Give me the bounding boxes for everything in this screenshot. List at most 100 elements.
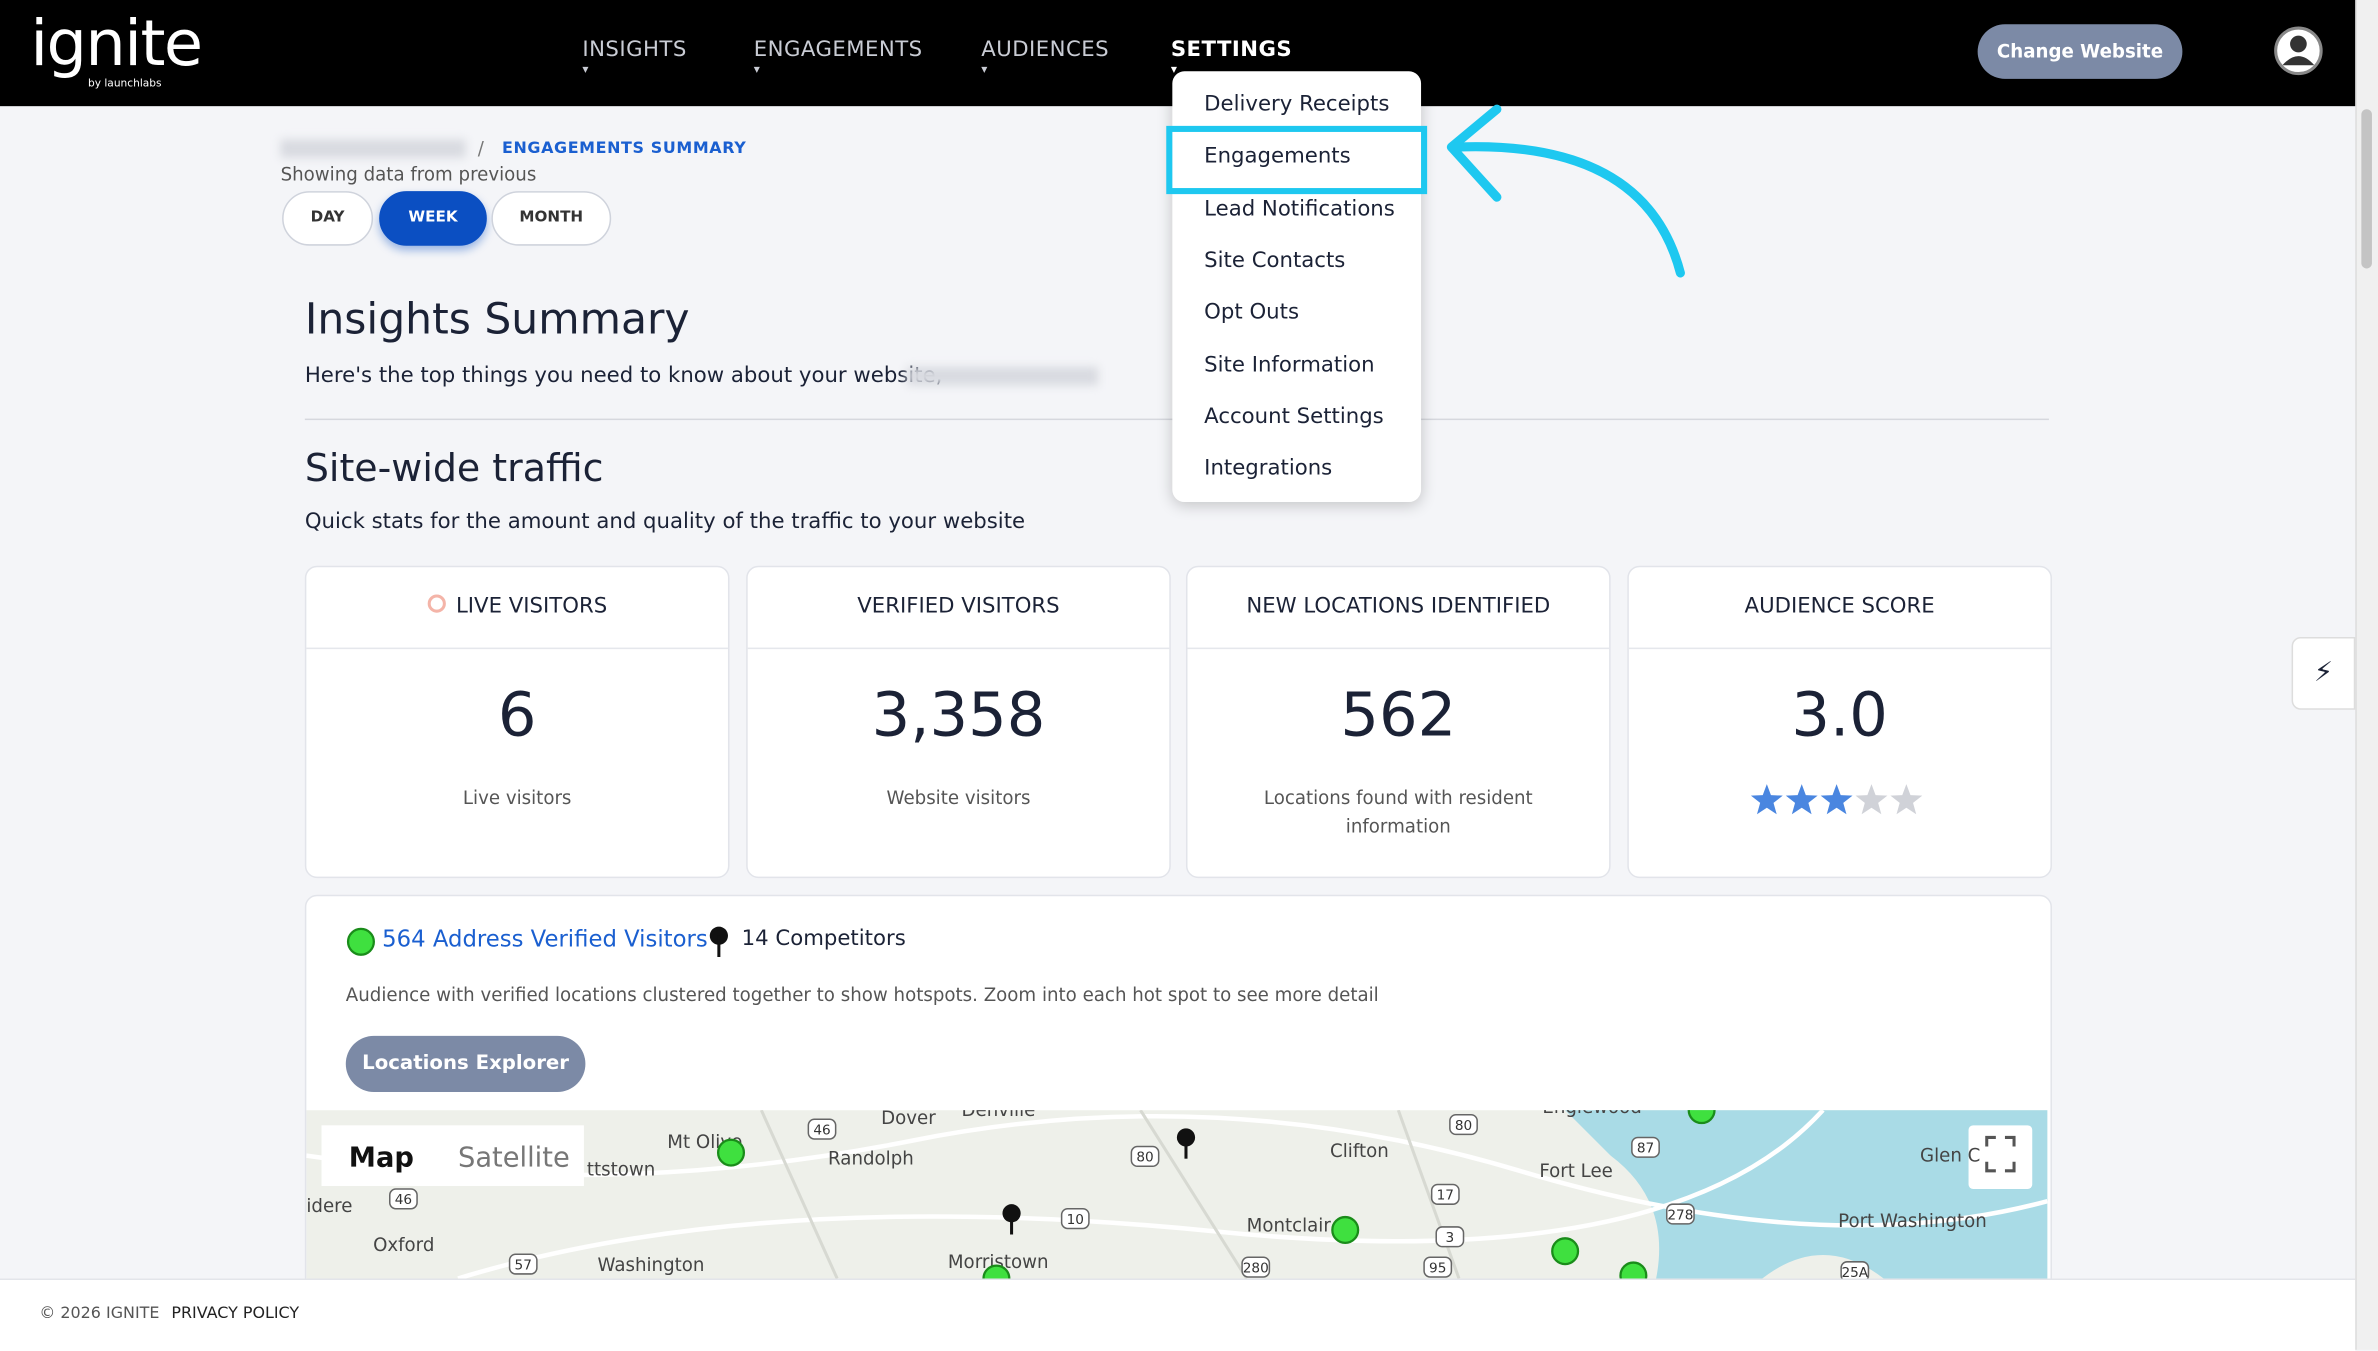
scroll-thumb[interactable] [2361, 109, 2372, 269]
traffic-title: Site-wide traffic [304, 445, 604, 490]
nav-caret: ▾ [981, 62, 988, 76]
place-label: Clifton [1330, 1141, 1389, 1162]
insights-subtitle: Here's the top things you need to know a… [304, 363, 943, 389]
map-type-box [321, 1125, 584, 1186]
road-shield [1449, 1113, 1478, 1136]
place-label: idere [306, 1196, 352, 1217]
map-type[interactable]: Satellite [458, 1142, 570, 1173]
shield-label: 80 [1455, 1118, 1472, 1134]
menu-item[interactable]: Integrations [1204, 456, 1333, 481]
change-website[interactable]: Change Website [1977, 24, 2183, 79]
road-shield [1241, 1256, 1271, 1278]
card-value: 562 [1340, 680, 1457, 751]
card-value: 3.0 [1791, 680, 1888, 751]
road-shield [1430, 1183, 1460, 1205]
breadcrumb-blur [280, 139, 466, 158]
fullscreen[interactable] [1968, 1125, 2033, 1190]
card-value: 3,358 [871, 680, 1046, 751]
road-shield [1130, 1145, 1160, 1168]
shield-label: 57 [515, 1257, 532, 1273]
breadcrumb-sep: / [477, 138, 484, 160]
insights-title: Insights Summary [304, 294, 690, 345]
nav-item[interactable]: SETTINGS ▾ [1170, 37, 1293, 76]
verified-marker [1687, 1110, 1716, 1125]
road-shield [807, 1118, 837, 1140]
menu-item[interactable]: Lead Notifications [1204, 196, 1395, 221]
road-shield [1840, 1261, 1870, 1279]
card-title: NEW LOCATIONS IDENTIFIED [1187, 567, 1610, 650]
star [1820, 784, 1853, 815]
shield-label: 46 [395, 1192, 412, 1208]
shield-label: 87 [1637, 1141, 1654, 1157]
place-label: Fort Lee [1539, 1161, 1613, 1182]
shield-label: 280 [1243, 1260, 1269, 1276]
card-caption: Website visitors [886, 787, 1031, 809]
copyright: © 2026 IGNITE [39, 1304, 160, 1323]
dropdown [1172, 71, 1422, 502]
stat-card: NEW LOCATIONS IDENTIFIED 562 Locations fou… [1185, 565, 1611, 879]
avatar[interactable] [2273, 26, 2323, 76]
stat-card: AUDIENCE SCORE 3.0 [1627, 565, 2052, 879]
nav-item[interactable]: ENGAGEMENTS ▾ [753, 37, 923, 76]
locations-explorer[interactable]: Locations Explorer [345, 1035, 586, 1092]
nav-caret: ▾ [753, 62, 761, 76]
card-title: VERIFIED VISITORS [747, 567, 1170, 650]
breadcrumb-current[interactable]: ENGAGEMENTS SUMMARY [501, 139, 747, 158]
map-type[interactable]: Map [349, 1142, 414, 1173]
nav-item[interactable]: INSIGHTS ▾ [582, 37, 687, 76]
verified-link[interactable]: 564 Address Verified Visitors [382, 925, 708, 953]
period-option[interactable]: DAY [282, 191, 374, 246]
stars [1750, 784, 1923, 815]
road-shield [1060, 1207, 1090, 1230]
shield-label: 17 [1437, 1188, 1454, 1204]
menu-item[interactable]: Site Contacts [1204, 248, 1346, 273]
card-title: AUDIENCE SCORE [1628, 567, 2051, 650]
period-option[interactable]: MONTH [491, 191, 612, 246]
star [1855, 784, 1888, 815]
nav-item[interactable]: AUDIENCES ▾ [981, 37, 1110, 76]
blurred-site [906, 367, 1099, 386]
star [1890, 784, 1923, 815]
stat-card: VERIFIED VISITORS 3,358 Website visitors [746, 565, 1171, 879]
verified-marker [1551, 1237, 1580, 1266]
privacy-policy[interactable]: PRIVACY POLICY [171, 1304, 300, 1323]
road-shield [1435, 1226, 1465, 1248]
place-label: Washington [598, 1255, 705, 1276]
place-label: Morristown [948, 1252, 1049, 1273]
star [1785, 784, 1818, 815]
shield-label: 25A [1841, 1265, 1868, 1279]
verified-marker [716, 1138, 746, 1167]
competitors: 14 Competitors [741, 926, 906, 951]
road-shield [389, 1188, 418, 1210]
card-caption: Live visitors [462, 787, 572, 809]
period-option[interactable]: WEEK [379, 191, 487, 246]
menu-item[interactable]: Account Settings [1204, 404, 1384, 429]
menu-item[interactable]: Delivery Receipts [1204, 92, 1390, 117]
shield-label: 278 [1667, 1207, 1693, 1223]
card-caption: Locations found with resident informatio… [1263, 787, 1533, 838]
verified-marker [1331, 1215, 1360, 1244]
road-shield [1423, 1256, 1453, 1278]
card-title: LIVE VISITORS [306, 567, 728, 650]
scrollbar[interactable] [2355, 0, 2378, 1350]
road-shield [1631, 1136, 1660, 1158]
period-label: Showing data from previous [280, 163, 537, 186]
place-label: Denville [962, 1110, 1036, 1121]
verified-marker [1619, 1261, 1648, 1279]
competitor-pin [1176, 1128, 1196, 1147]
shield-label: 3 [1446, 1230, 1455, 1246]
menu-item[interactable]: Opt Outs [1204, 300, 1300, 325]
highlight-box [1166, 125, 1428, 195]
menu-item[interactable]: Engagements [1204, 144, 1351, 169]
quick-tab[interactable]: ⚡ [2291, 636, 2356, 710]
place-label: Dover [881, 1110, 936, 1129]
arrow [1446, 104, 1685, 278]
star [1750, 784, 1783, 815]
logo-sub: by launchlabs [87, 77, 162, 90]
place-label: Englewood [1542, 1110, 1641, 1118]
competitor-pin [1002, 1204, 1021, 1223]
menu-item[interactable]: Site Information [1204, 352, 1375, 377]
